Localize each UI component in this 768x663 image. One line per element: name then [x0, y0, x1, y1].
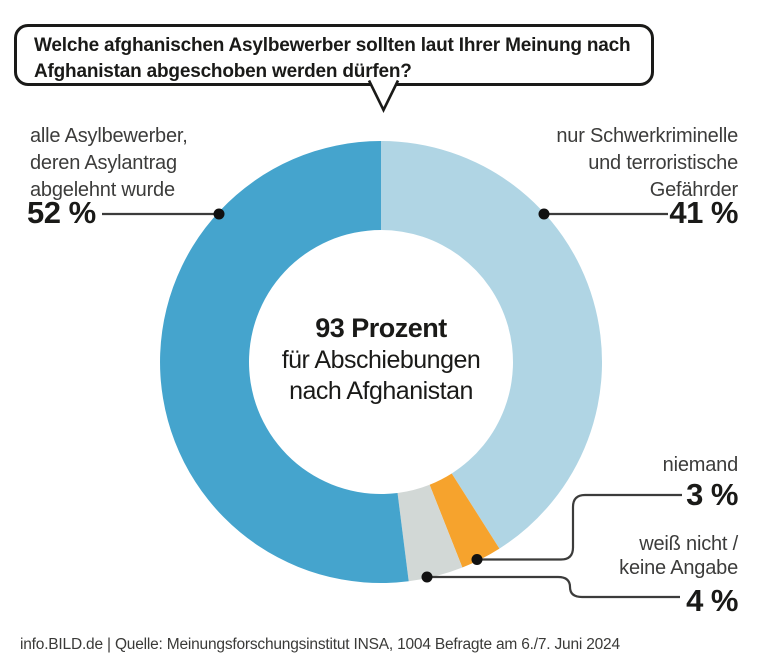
callout-serious-criminals: nur Schwerkriminelle und terroristische … [556, 123, 738, 204]
callout-line: weiß nicht / [639, 533, 738, 555]
callout-dot-41-percent [538, 208, 550, 220]
callout-line: nur Schwerkriminelle [556, 125, 738, 147]
callout-line: alle Asylbewerber, [30, 125, 188, 147]
callout-dot-52-percent [213, 208, 225, 220]
question-text: Welche afghanischen Asylbewerber sollten… [34, 35, 631, 82]
center-text-headline: 93 Prozent [315, 313, 447, 343]
callout-line: abgelehnt wurde [30, 179, 175, 201]
value-41-percent: 41 % [669, 195, 738, 230]
callout-line: Gefährder [649, 179, 738, 201]
donut-center-text: 93 Prozent für Abschiebungen nach Afghan… [251, 311, 511, 407]
value-4-percent: 4 % [686, 583, 738, 618]
donut-segment-3-percent [429, 473, 500, 568]
callout-line: deren Asylantrag [30, 152, 177, 174]
value-52-percent: 52 % [27, 195, 96, 230]
center-text-line: für Abschiebungen [281, 346, 481, 374]
callout-dot-3-percent [471, 554, 483, 565]
connector-line-4-percent [427, 575, 680, 599]
value-3-percent: 3 % [686, 477, 738, 512]
question-bubble: Welche afghanischen Asylbewerber sollten… [14, 24, 654, 86]
callout-weiss-nicht: weiß nicht / keine Angabe [619, 532, 738, 580]
callout-dot-4-percent [421, 571, 433, 583]
callout-rejected-asylum: alle Asylbewerber, deren Asylantrag abge… [30, 123, 188, 204]
center-text-line: nach Afghanistan [289, 377, 473, 405]
callout-niemand: niemand [662, 454, 739, 476]
callout-line: und terroristische [588, 152, 738, 174]
source-line: info.BILD.de | Quelle: Meinungsforschung… [20, 636, 620, 653]
donut-segment-4-percent [397, 484, 463, 582]
callout-line: keine Angabe [619, 557, 738, 579]
